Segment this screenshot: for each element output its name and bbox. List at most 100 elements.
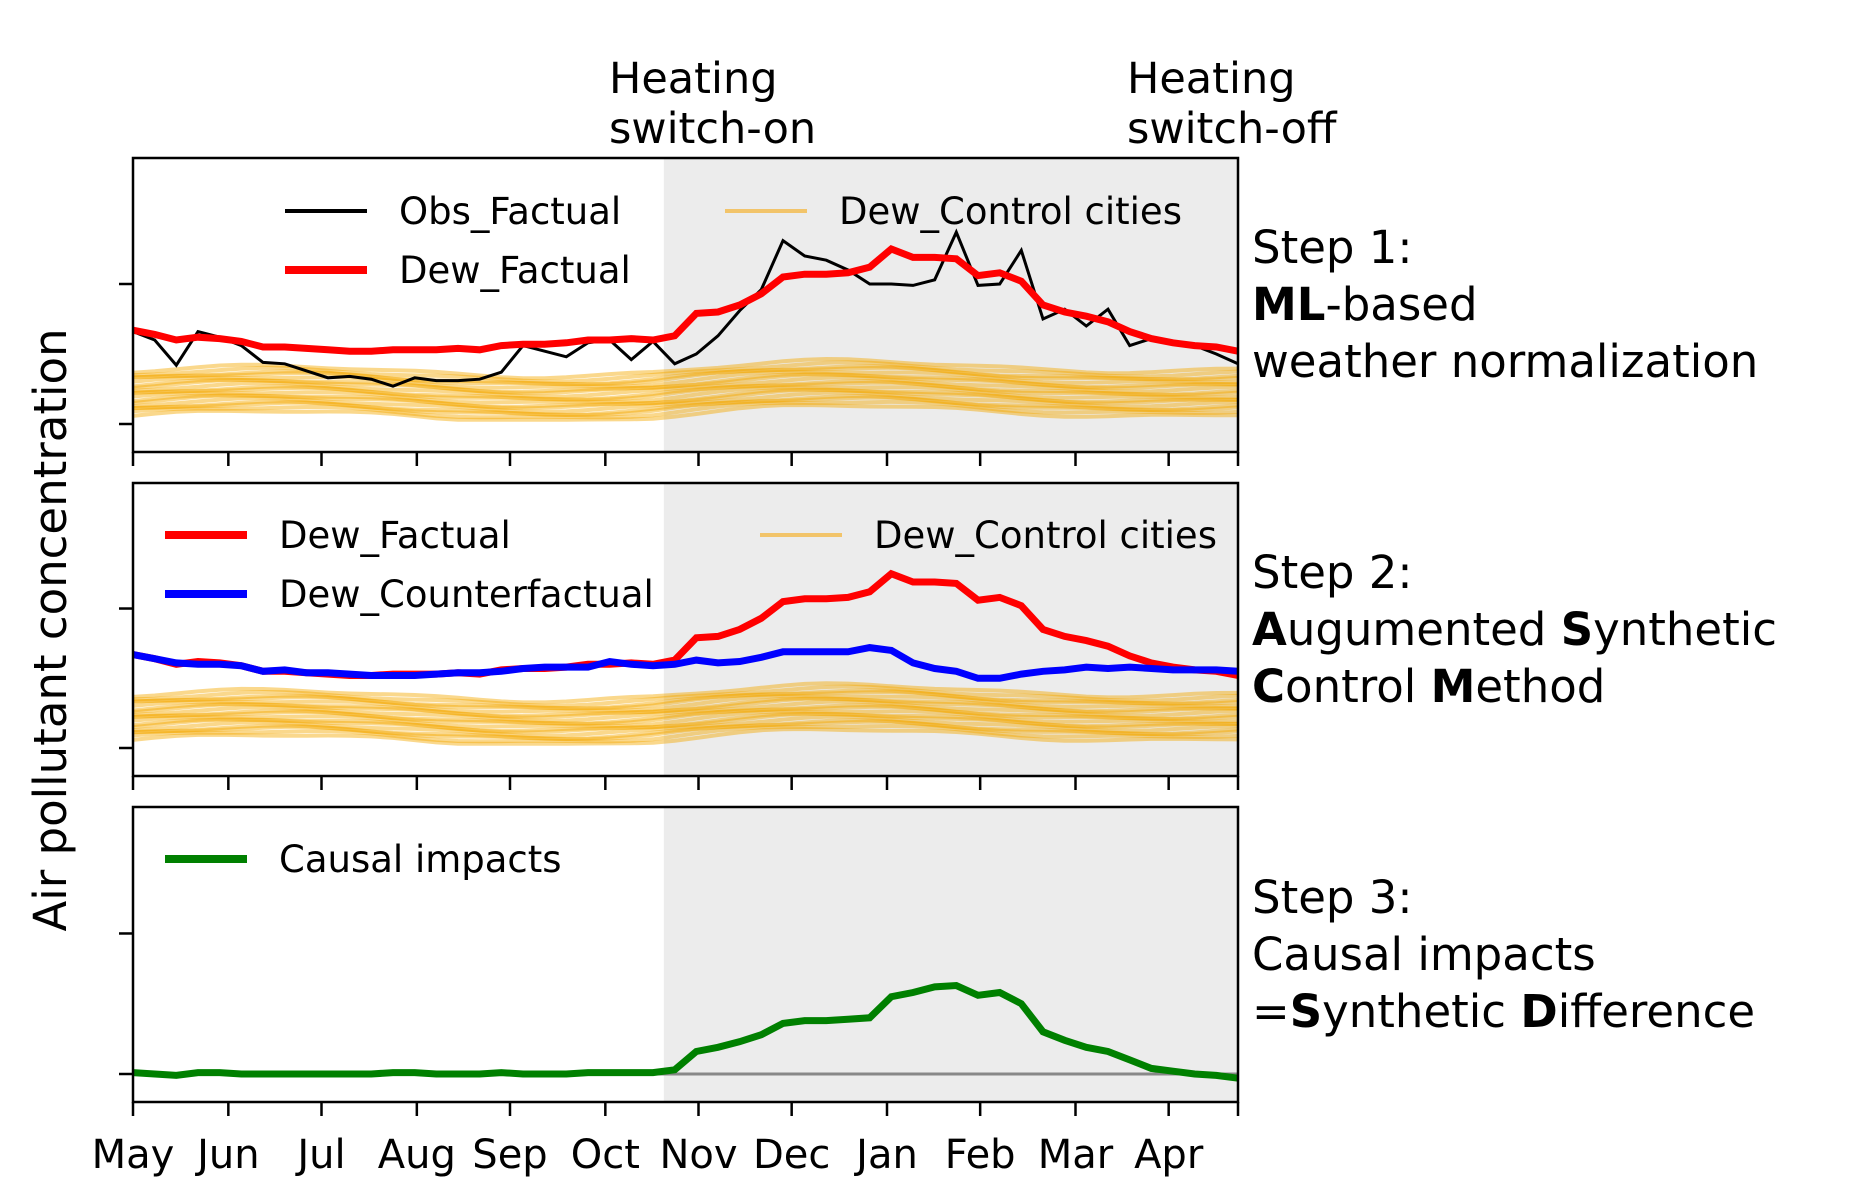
control-city-line — [132, 718, 1239, 742]
control-city-line — [132, 375, 1239, 399]
obs-factual-line — [132, 228, 1239, 388]
control-city-line — [132, 378, 1239, 402]
x-tick-label: Jul — [294, 1132, 345, 1178]
x-tick-label: Oct — [571, 1132, 640, 1178]
step-text-line: Step 3: — [1252, 871, 1413, 924]
control-city-line — [132, 714, 1239, 739]
step-text-line: Control Method — [1252, 660, 1605, 713]
causal-impacts-line — [132, 981, 1239, 1082]
control-city-line — [132, 387, 1239, 411]
control-city-line — [132, 380, 1239, 402]
step-text-segment: Step 3: — [1252, 871, 1413, 924]
panel-step2: Dew_Factual Dew_Counterfactual Dew_Control… — [119, 481, 1240, 790]
x-tick-label: Apr — [1134, 1132, 1204, 1178]
control-cities-lines — [132, 681, 1239, 746]
control-city-line — [132, 726, 1239, 746]
legend: Obs_Factual Dew_Factual Dew_Control cities — [285, 190, 1182, 292]
control-city-line — [132, 360, 1239, 384]
x-tick-label: Sep — [472, 1132, 547, 1178]
control-city-line — [132, 681, 1239, 705]
x-tick-label: Jan — [853, 1132, 918, 1178]
step-text-segment: Causal impacts — [1252, 928, 1596, 981]
control-city-line — [132, 719, 1239, 742]
control-city-line — [132, 696, 1238, 720]
panel-frame — [131, 805, 1240, 1104]
step-text-line: Causal impacts — [1252, 928, 1596, 981]
step-text-segment: Step 2: — [1252, 546, 1413, 599]
legend-label: Dew_Factual — [279, 514, 511, 557]
control-city-line — [132, 711, 1239, 734]
control-city-line — [132, 688, 1239, 711]
legend-label: Dew_Control cities — [839, 190, 1182, 233]
control-city-line — [132, 356, 1239, 381]
step-text-segment: Step 1: — [1252, 221, 1413, 274]
x-tick-label: Aug — [378, 1132, 456, 1178]
panel-frame — [131, 481, 1240, 778]
x-tick-label: Nov — [659, 1132, 737, 1178]
control-city-line — [132, 395, 1239, 418]
legend-label: Obs_Factual — [399, 190, 621, 233]
step-text-segment: ML — [1252, 278, 1325, 331]
control-city-line — [132, 372, 1239, 396]
control-city-line — [132, 696, 1239, 719]
legend-label: Dew_Factual — [399, 249, 631, 292]
control-city-line — [132, 699, 1239, 723]
heating-annotation-line: Heating — [609, 54, 778, 104]
step-text-line: ML-based — [1252, 278, 1478, 331]
step-text-segment: A — [1252, 603, 1287, 656]
dew-factual-line — [132, 244, 1239, 355]
step-text-segment: M — [1431, 660, 1476, 713]
step-text-segment: ynthetic — [1322, 985, 1520, 1038]
legend-label: Dew_Control cities — [874, 514, 1217, 557]
step-text-segment: -based — [1325, 278, 1477, 331]
control-city-line — [132, 694, 1239, 714]
control-city-line — [132, 402, 1238, 422]
control-city-line — [132, 689, 1239, 711]
legend: Dew_Factual Dew_Counterfactual Dew_Control… — [165, 514, 1217, 616]
step-text-line: =Synthetic Difference — [1252, 985, 1755, 1038]
control-city-line — [132, 399, 1239, 420]
control-city-line — [132, 723, 1239, 744]
control-city-line — [132, 703, 1239, 726]
step-text-line: Augumented Synthetic — [1252, 603, 1777, 656]
y-axis-label: Air pollutant concentration — [24, 328, 77, 931]
step-text-segment: weather normalization — [1252, 335, 1758, 388]
control-city-line — [132, 704, 1239, 726]
legend-label: Dew_Counterfactual — [279, 573, 654, 616]
control-city-line — [132, 394, 1239, 418]
step-text-segment: S — [1561, 603, 1593, 656]
step-text-segment: ifference — [1558, 985, 1755, 1038]
heating-period-shade — [663, 483, 1238, 776]
control-city-line — [132, 364, 1239, 387]
legend-label: Causal impacts — [279, 838, 562, 881]
x-tick-label: Jun — [194, 1132, 260, 1178]
panel-step3: Causal impacts — [119, 805, 1240, 1116]
heating-period-shade — [663, 807, 1238, 1102]
step-text-segment: D — [1520, 985, 1557, 1038]
panel-frame — [131, 156, 1240, 454]
control-city-line — [132, 711, 1239, 735]
step-text-line: Step 2: — [1252, 546, 1413, 599]
control-cities-lines — [132, 356, 1239, 422]
control-city-line — [132, 369, 1239, 390]
step-text-line: weather normalization — [1252, 335, 1758, 388]
step-text-segment: ynthetic — [1593, 603, 1777, 656]
control-city-line — [132, 385, 1239, 405]
control-city-line — [132, 372, 1239, 395]
heating-annotation-line: Heating — [1127, 54, 1296, 104]
step-text-segment: S — [1290, 985, 1322, 1038]
step-text-segment: ugumented — [1287, 603, 1561, 656]
step-text-segment: ethod — [1475, 660, 1605, 713]
heating-annotation-line: switch-on — [609, 104, 816, 154]
step-text-segment: ontrol — [1285, 660, 1431, 713]
control-city-line — [132, 387, 1239, 409]
step-text-segment: = — [1252, 985, 1290, 1038]
x-tick-label: May — [92, 1132, 175, 1178]
heating-period-shade — [663, 158, 1238, 452]
legend: Causal impacts — [165, 838, 562, 881]
control-city-line — [132, 684, 1239, 708]
dew-counterfactual-line — [132, 644, 1239, 682]
